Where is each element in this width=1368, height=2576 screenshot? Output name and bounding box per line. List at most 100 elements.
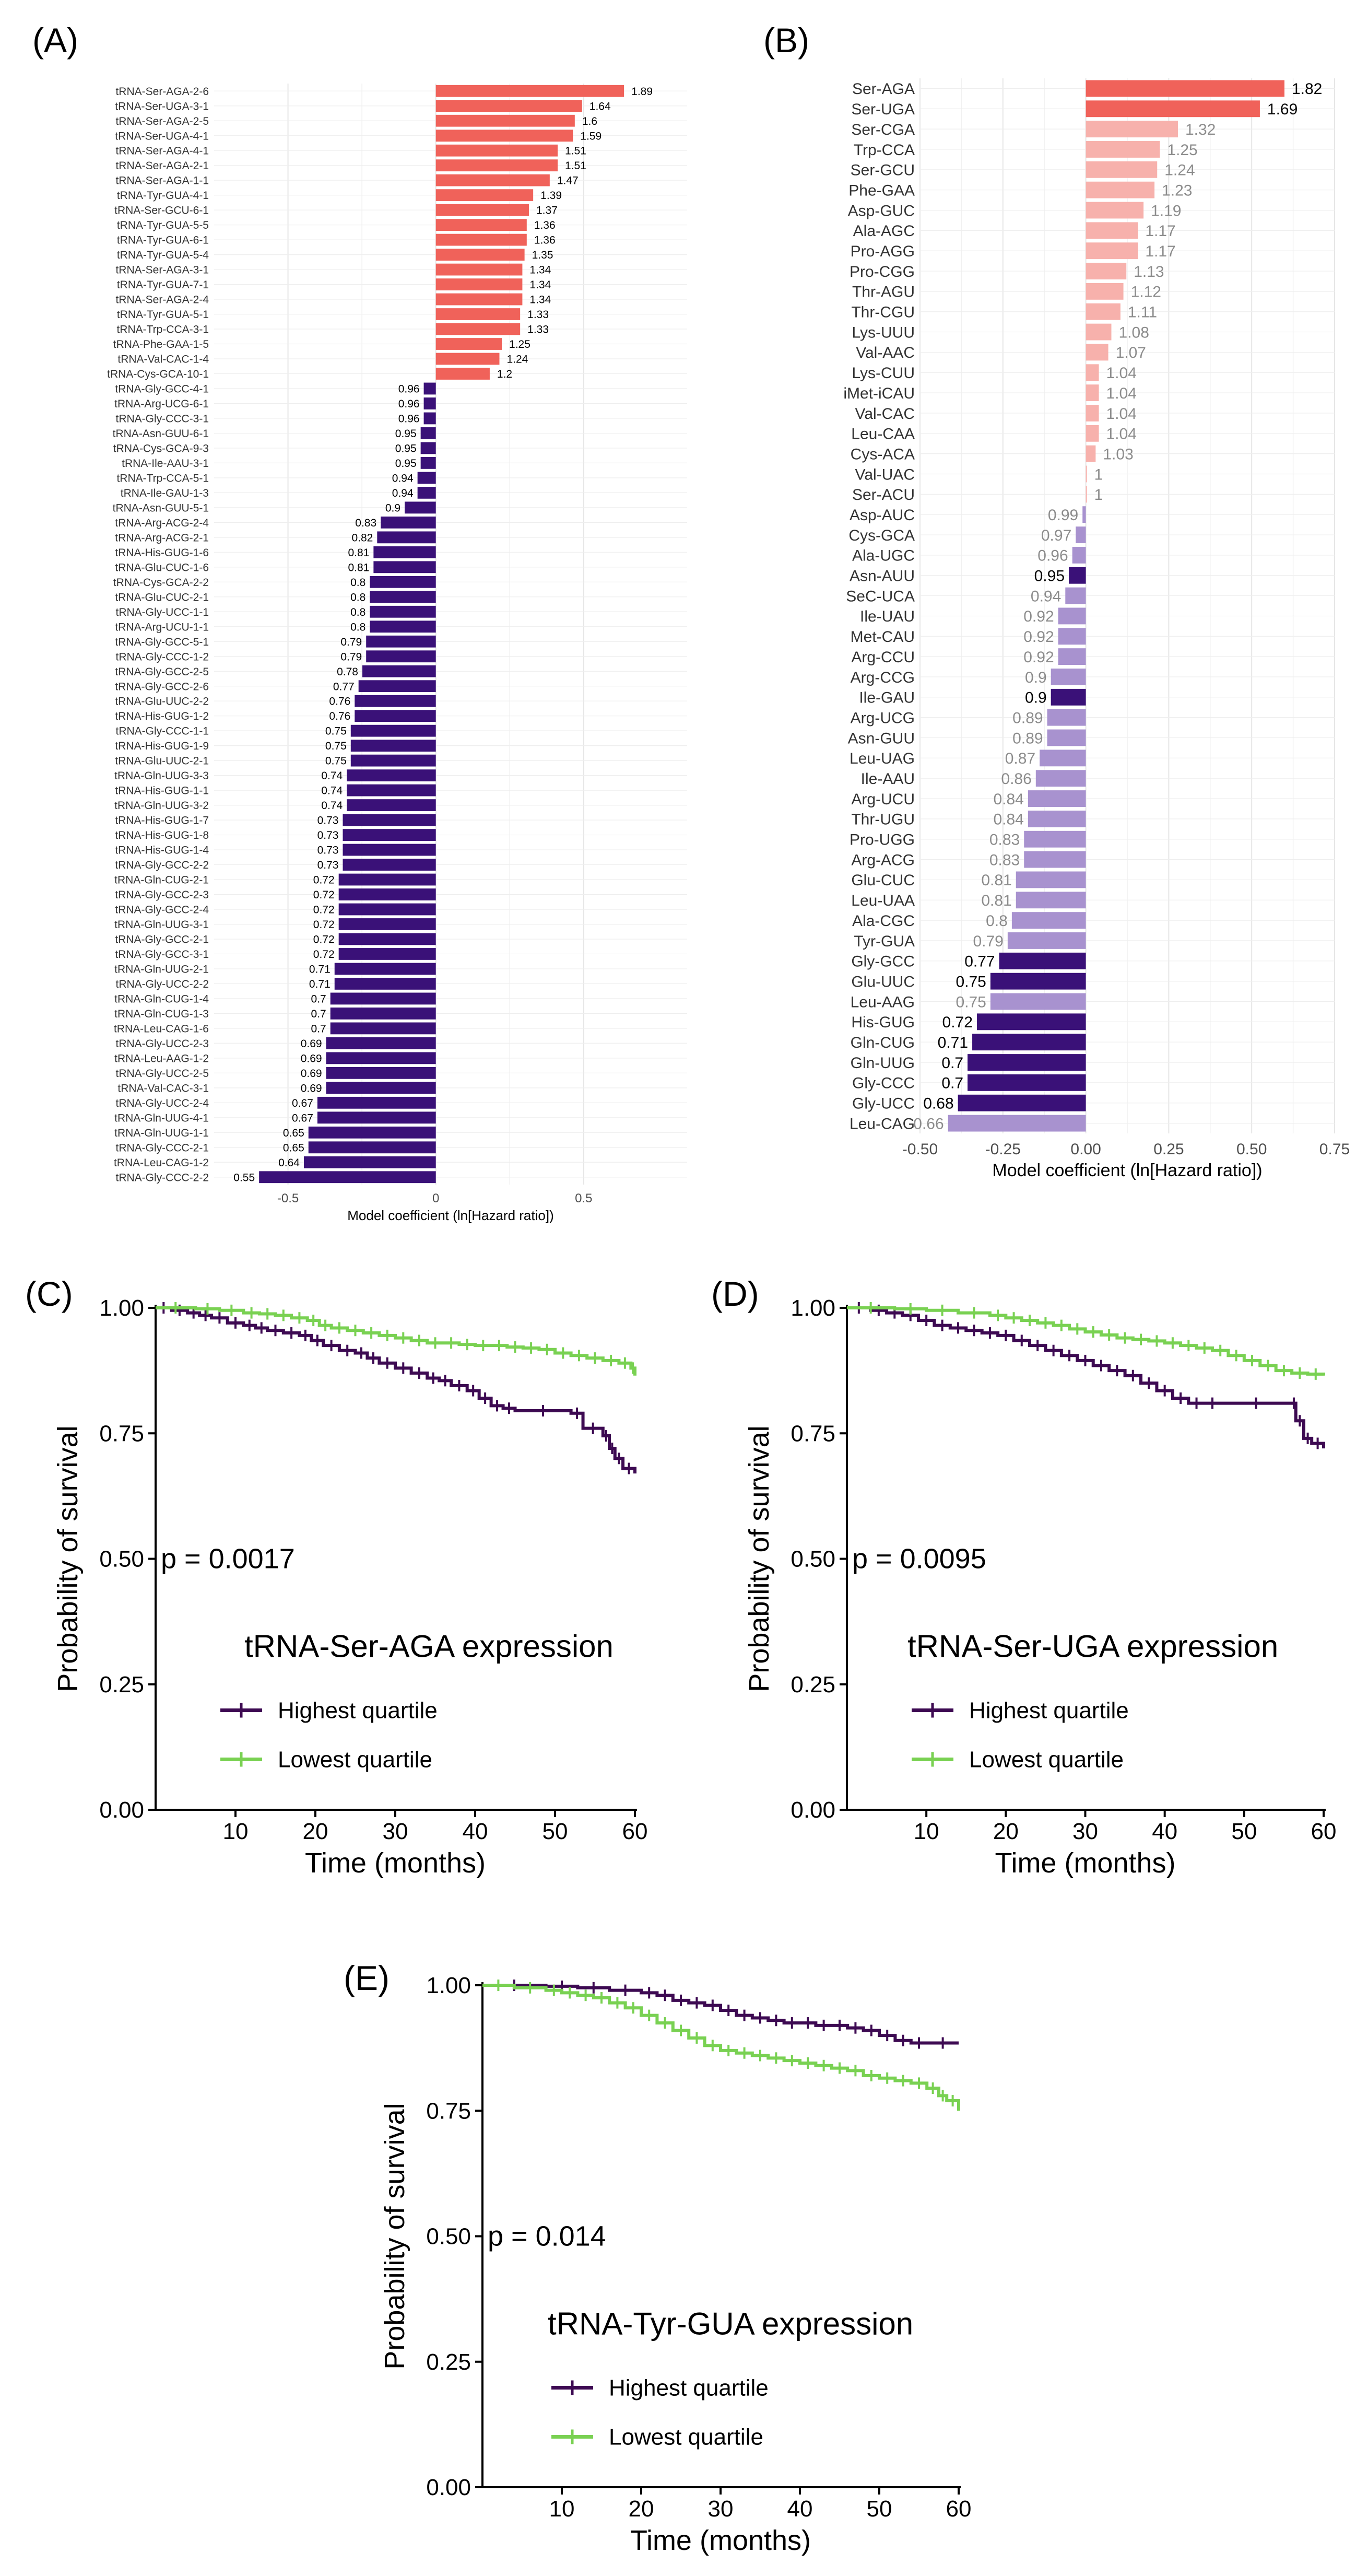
category-label: Ser-GCU [851, 162, 915, 179]
value-label: 0.72 [942, 1014, 973, 1031]
category-label: tRNA-Ser-AGA-4-1 [115, 145, 209, 157]
value-label: 1.17 [1145, 223, 1175, 240]
value-label: 1.36 [534, 219, 556, 231]
x-tick-label: 30 [383, 1819, 408, 1844]
bar-Leu-AAG [990, 993, 1086, 1010]
category-label: Met-CAU [851, 628, 915, 646]
category-label: tRNA-Ser-AGA-1-1 [115, 175, 209, 187]
category-label: tRNA-Cys-GCA-10-1 [107, 368, 209, 380]
panel-label-d: (D) [711, 1274, 759, 1313]
bar-tRNA-Tyr-GUA-5-1 [435, 308, 521, 320]
category-label: tRNA-Gln-CUG-1-4 [114, 993, 209, 1005]
bar-tRNA-Ile-GAU-1-3 [417, 486, 436, 499]
y-tick-label: 0.50 [426, 2224, 471, 2250]
bar-tRNA-His-GUG-1-2 [355, 710, 436, 722]
value-label: 0.75 [325, 725, 347, 737]
bar-tRNA-Ser-AGA-4-1 [435, 144, 558, 157]
category-label: tRNA-Cys-GCA-2-2 [113, 577, 209, 589]
value-label: 0.73 [317, 845, 339, 857]
value-label: 1.17 [1145, 243, 1175, 260]
value-label: 1.51 [565, 145, 586, 157]
category-label: tRNA-His-GUG-1-9 [115, 740, 209, 752]
bar-tRNA-Ser-AGA-2-6 [435, 85, 624, 97]
legend-label: Lowest quartile [969, 1747, 1124, 1773]
x-tick-label: 0.5 [575, 1191, 592, 1205]
bar-tRNA-Gly-CCC-3-1 [423, 412, 436, 425]
x-tick-label: 50 [867, 2496, 892, 2522]
category-label: tRNA-Ser-GCU-6-1 [114, 205, 209, 217]
y-tick-label: 0.75 [791, 1421, 835, 1446]
category-label: tRNA-His-GUG-1-7 [115, 815, 209, 827]
category-label: Gln-UUG [851, 1055, 915, 1072]
category-label: tRNA-Arg-ACG-2-4 [115, 517, 209, 529]
value-label: 1.12 [1131, 284, 1161, 301]
value-label: 0.92 [1023, 608, 1054, 625]
x-tick-label: 0 [432, 1191, 439, 1205]
bar-Cys-GCA [1076, 526, 1086, 543]
value-label: 0.9 [1025, 689, 1047, 707]
bar-tRNA-His-GUG-1-8 [343, 829, 436, 841]
category-label: tRNA-Gly-GCC-3-1 [115, 949, 209, 961]
category-label: tRNA-Arg-UCU-1-1 [115, 621, 209, 633]
value-label: 0.7 [311, 993, 326, 1005]
survival-curve-lowest-quartile [156, 1306, 636, 1376]
bar-Ile-AAU [1035, 770, 1086, 787]
value-label: 0.79 [973, 933, 1003, 950]
bar-Ala-UGC [1072, 546, 1086, 564]
category-label: Val-AAC [856, 344, 915, 361]
bar-Lys-UUU [1086, 323, 1112, 341]
x-tick-label: 60 [1311, 1819, 1337, 1844]
bar-tRNA-Gly-UCC-2-2 [334, 978, 436, 990]
value-label: 0.65 [283, 1127, 304, 1139]
value-label: 0.74 [321, 770, 343, 782]
x-tick-label: 30 [1072, 1819, 1098, 1844]
category-label: Ser-AGA [852, 80, 915, 98]
x-axis-title: Model coefficient (ln[Hazard ratio]) [992, 1161, 1262, 1180]
bar-Val-CAC [1086, 405, 1099, 421]
value-label: 0.92 [1023, 649, 1054, 666]
bar-Asn-AUU [1069, 567, 1086, 584]
value-label: 0.84 [993, 811, 1023, 828]
category-label: Cys-ACA [851, 446, 915, 463]
bar-tRNA-Arg-UCU-1-1 [370, 620, 436, 633]
value-label: 0.55 [233, 1172, 255, 1184]
bar-tRNA-Cys-GCA-10-1 [435, 368, 490, 380]
y-tick-label: 0.50 [791, 1547, 835, 1572]
bar-tRNA-Glu-CUC-2-1 [370, 591, 436, 603]
bar-Thr-UGU [1028, 810, 1086, 827]
bar-tRNA-Gly-CCC-1-1 [350, 724, 436, 737]
value-label: 0.81 [348, 561, 369, 573]
value-label: 0.96 [398, 413, 420, 425]
category-label: tRNA-Tyr-GUA-7-1 [117, 279, 209, 291]
bar-tRNA-Tyr-GUA-4-1 [435, 189, 534, 202]
value-label: 1.24 [1164, 162, 1195, 179]
bar-tRNA-His-GUG-1-9 [350, 740, 436, 752]
survival-curve-lowest-quartile [847, 1306, 1325, 1376]
x-tick-label: 40 [787, 2496, 813, 2522]
value-label: 1.25 [509, 338, 530, 350]
category-label: tRNA-Ser-AGA-2-5 [115, 115, 209, 127]
category-label: Arg-CCG [851, 669, 915, 686]
bar-tRNA-Arg-ACG-2-4 [381, 516, 436, 529]
x-tick-label: 20 [993, 1819, 1019, 1844]
x-tick-label: 0.00 [1070, 1141, 1101, 1158]
value-label: 0.68 [923, 1095, 953, 1113]
x-tick-label: 0.25 [1153, 1141, 1184, 1158]
category-label: tRNA-Tyr-GUA-5-4 [117, 249, 209, 261]
category-label: tRNA-Ser-UGA-3-1 [115, 100, 209, 112]
value-label: 0.79 [340, 636, 362, 648]
category-label: Val-UAC [855, 466, 915, 483]
category-label: Thr-UGU [851, 811, 915, 828]
value-label: 1.37 [536, 205, 558, 217]
bar-tRNA-Trp-CCA-5-1 [417, 472, 436, 484]
bar-tRNA-Tyr-GUA-7-1 [435, 278, 523, 290]
bar-Thr-AGU [1086, 283, 1124, 300]
value-label: 0.67 [292, 1097, 313, 1109]
legend-label: Highest quartile [969, 1698, 1129, 1724]
value-label: 0.7 [311, 1008, 326, 1020]
x-tick-label: 20 [629, 2496, 654, 2522]
y-tick-label: 0.75 [99, 1421, 144, 1446]
bar-Ile-UAU [1058, 607, 1086, 625]
bar-Thr-CGU [1086, 303, 1121, 320]
value-label: 0.95 [395, 458, 417, 470]
